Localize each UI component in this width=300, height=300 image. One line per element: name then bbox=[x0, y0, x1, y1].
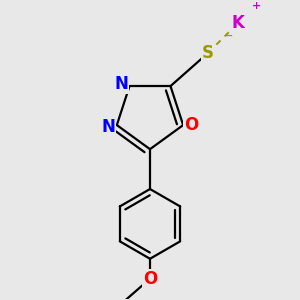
Text: N: N bbox=[114, 75, 128, 93]
Text: S: S bbox=[202, 44, 214, 62]
Text: +: + bbox=[252, 2, 261, 11]
Text: O: O bbox=[143, 270, 157, 288]
Text: N: N bbox=[102, 118, 116, 136]
Text: O: O bbox=[184, 116, 199, 134]
Text: −: − bbox=[223, 31, 233, 41]
Text: K: K bbox=[232, 14, 244, 32]
